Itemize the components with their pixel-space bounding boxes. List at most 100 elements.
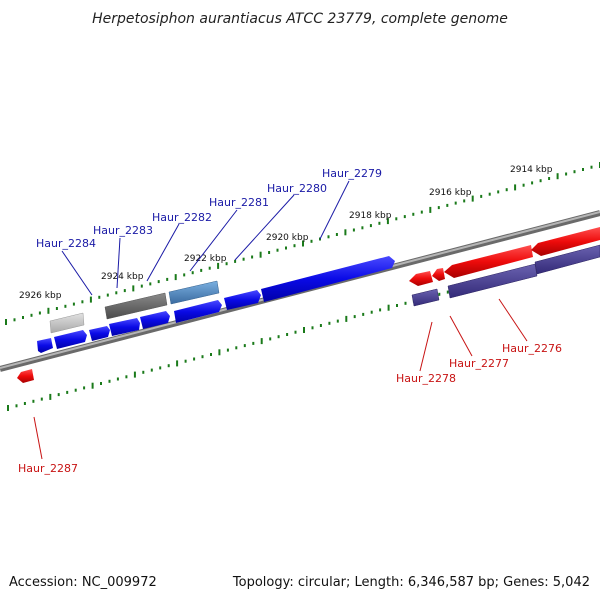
gene-red-2278[interactable] bbox=[409, 271, 433, 286]
forward-strand-genes bbox=[37, 256, 395, 353]
gene-steel-blue[interactable] bbox=[168, 280, 220, 305]
tick-mark-inner bbox=[277, 335, 280, 339]
gene-blue-1[interactable] bbox=[37, 338, 53, 353]
tick-mark-inner bbox=[404, 301, 407, 305]
tick-mark-inner bbox=[319, 324, 322, 327]
tick-mark-outer bbox=[64, 304, 67, 308]
tick-mark-inner bbox=[108, 379, 111, 383]
gene-dark-gray[interactable] bbox=[104, 292, 168, 320]
gene-purple-1[interactable] bbox=[411, 288, 440, 307]
tick-mark-outer bbox=[454, 201, 457, 205]
tick-mark-outer bbox=[132, 285, 135, 292]
tick-mark-inner bbox=[252, 341, 255, 345]
tick-mark-inner bbox=[116, 377, 119, 381]
gene-red-2287[interactable] bbox=[17, 369, 34, 383]
tick-mark-outer bbox=[217, 262, 220, 269]
tick-mark-outer bbox=[590, 165, 593, 169]
gene-light-gray[interactable] bbox=[49, 312, 85, 334]
tick-mark-outer bbox=[522, 183, 525, 187]
tick-mark-outer bbox=[276, 248, 279, 252]
gene-blue-2[interactable] bbox=[54, 330, 87, 349]
reverse-secondary-genes bbox=[411, 244, 600, 307]
tick-mark-inner bbox=[362, 312, 365, 316]
gene-blue-5[interactable] bbox=[140, 311, 170, 329]
gene-label-2276[interactable]: Haur_2276 bbox=[502, 342, 562, 355]
tick-mark-inner bbox=[66, 390, 69, 394]
tick-mark-outer bbox=[548, 177, 551, 180]
tick-mark-outer bbox=[98, 295, 101, 299]
tick-mark-outer bbox=[310, 239, 313, 243]
gene-red-2277[interactable] bbox=[432, 268, 445, 281]
gene-blue-8[interactable] bbox=[261, 256, 395, 302]
tick-mark-inner bbox=[201, 355, 204, 359]
tick-mark-outer bbox=[573, 170, 576, 174]
tick-mark-inner bbox=[303, 327, 305, 333]
tick-mark-outer bbox=[200, 268, 203, 272]
gene-label-2283[interactable]: Haur_2283 bbox=[93, 224, 153, 237]
tick-mark-inner bbox=[336, 319, 339, 323]
tick-mark-outer bbox=[531, 181, 534, 185]
tick-mark-outer bbox=[565, 172, 568, 176]
gene-red-2275[interactable] bbox=[531, 227, 600, 256]
tick-mark-inner bbox=[243, 344, 246, 348]
tick-mark-outer bbox=[386, 218, 389, 225]
gene-label-2279[interactable]: Haur_2279 bbox=[322, 167, 382, 180]
tick-mark-inner bbox=[142, 370, 145, 374]
tick-ring-outer bbox=[5, 162, 600, 325]
tick-mark-inner bbox=[159, 366, 162, 370]
gene-label-2284[interactable]: Haur_2284 bbox=[36, 237, 96, 250]
tick-mark-outer bbox=[344, 229, 347, 236]
tick-mark-outer bbox=[514, 184, 517, 191]
tick-mark-outer bbox=[293, 244, 296, 248]
tick-mark-outer bbox=[5, 319, 7, 325]
tick-mark-outer bbox=[463, 199, 466, 203]
gene-label-2287[interactable]: Haur_2287 bbox=[18, 462, 78, 475]
gene-blue-7[interactable] bbox=[224, 290, 261, 310]
red-callout-lines bbox=[33, 298, 528, 460]
tick-mark-inner bbox=[353, 315, 356, 319]
tick-mark-inner bbox=[74, 388, 77, 392]
gene-label-2280[interactable]: Haur_2280 bbox=[267, 182, 327, 195]
tick-mark-outer bbox=[412, 212, 415, 216]
tick-mark-outer bbox=[208, 266, 211, 270]
tick-mark-outer bbox=[403, 215, 406, 219]
tick-mark-outer bbox=[471, 195, 474, 202]
gene-blue-6[interactable] bbox=[174, 300, 222, 323]
tick-mark-inner bbox=[226, 348, 229, 352]
gene-purple-3[interactable] bbox=[534, 244, 600, 275]
gene-label-2278[interactable]: Haur_2278 bbox=[396, 372, 456, 385]
tick-mark-inner bbox=[379, 308, 382, 312]
tick-mark-inner bbox=[370, 310, 373, 314]
tick-mark-outer bbox=[285, 246, 287, 250]
tick-label-2924: 2924 kbp bbox=[101, 272, 144, 282]
tick-mark-inner bbox=[438, 292, 441, 296]
tick-mark-outer bbox=[420, 210, 423, 214]
gene-label-2281[interactable]: Haur_2281 bbox=[209, 196, 269, 209]
tick-mark-inner bbox=[125, 375, 128, 379]
tick-mark-outer bbox=[582, 168, 584, 171]
tick-mark-inner bbox=[49, 393, 52, 400]
tick-mark-outer bbox=[115, 291, 118, 295]
tick-mark-inner bbox=[311, 326, 314, 330]
tick-mark-outer bbox=[242, 257, 245, 261]
tick-mark-inner bbox=[91, 382, 94, 389]
tick-mark-outer bbox=[149, 282, 152, 286]
gene-blue-4[interactable] bbox=[109, 318, 140, 336]
tick-mark-inner bbox=[167, 364, 170, 368]
tick-mark-outer bbox=[140, 284, 143, 288]
gene-label-2282[interactable]: Haur_2282 bbox=[152, 211, 212, 224]
gene-purple-2[interactable] bbox=[447, 263, 538, 299]
tick-mark-outer bbox=[47, 307, 50, 314]
gene-red-2276[interactable] bbox=[444, 245, 533, 278]
tick-mark-outer bbox=[335, 233, 338, 236]
tick-mark-outer bbox=[352, 228, 355, 232]
tick-mark-outer bbox=[259, 251, 262, 258]
gene-label-2277[interactable]: Haur_2277 bbox=[449, 357, 509, 370]
tick-mark-outer bbox=[191, 271, 194, 275]
tick-label-2926: 2926 kbp bbox=[19, 291, 62, 301]
gene-blue-3[interactable] bbox=[89, 326, 110, 341]
tick-mark-inner bbox=[294, 330, 297, 334]
tick-mark-outer bbox=[556, 173, 559, 180]
tick-mark-outer bbox=[446, 203, 449, 207]
